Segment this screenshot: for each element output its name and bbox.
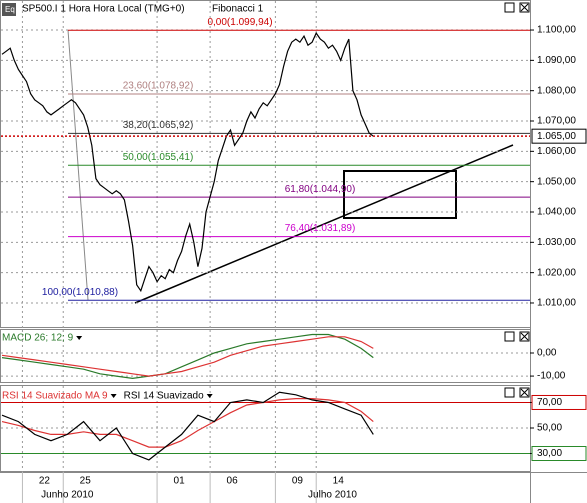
close-glyph (520, 3, 529, 12)
current-price-label: 1.065,00 (537, 131, 576, 142)
series-line (1, 333, 374, 380)
icon-glyph: Eq (5, 5, 15, 14)
fibonacci-label: 100,00(1.010,88) (42, 287, 118, 298)
y-tick-label: -10,00 (537, 371, 566, 382)
x-tick-label: 22 (39, 476, 51, 487)
close-glyph (520, 332, 529, 341)
series-line (1, 31, 374, 293)
y-tick-label: 1.030,00 (537, 237, 576, 248)
y-tick-label: 70,00 (537, 397, 562, 408)
y-tick-label: 1.050,00 (537, 176, 576, 187)
symbol-icon[interactable] (2, 3, 16, 16)
x-tick-label: 06 (227, 476, 239, 487)
dropdown (110, 394, 117, 398)
y-tick-label: 30,00 (537, 448, 562, 459)
close-glyph (520, 388, 529, 397)
x-tick-label: 01 (174, 476, 186, 487)
x-tick-label: 09 (292, 476, 304, 487)
panel-title: MACD 26; 12; 9 (2, 333, 74, 344)
fibonacci-label: 76,40(1.031,89) (285, 223, 356, 234)
y-tick-label: 1.010,00 (537, 298, 576, 309)
rectangle-drawing (343, 170, 457, 219)
month-label: Junho 2010 (41, 490, 94, 501)
current-price-box (531, 128, 587, 144)
y-tick-label: 1.020,00 (537, 267, 576, 278)
y-tick-label: 1.080,00 (537, 85, 576, 96)
fibonacci-label: 61,80(1.044,90) (285, 184, 356, 195)
month-label: Julho 2010 (308, 490, 357, 501)
maximize-button[interactable] (504, 331, 515, 342)
legend-entry: RSI 14 Suavizado MA 9 (2, 391, 108, 402)
series-line (1, 398, 374, 448)
dropdown (76, 336, 83, 340)
y-tick-label: 1.090,00 (537, 55, 576, 66)
fibonacci-label: 38,20(1.065,92) (123, 120, 194, 131)
y-tick-label: 50,00 (537, 423, 562, 434)
y-tick-label: 1.070,00 (537, 116, 576, 127)
maximize-button[interactable] (504, 2, 515, 13)
series-line (1, 391, 374, 461)
panel-subtitle: Fibonacci 1 (212, 4, 264, 15)
fibonacci-label: 23,60(1.078,92) (123, 81, 194, 92)
x-tick-label: 25 (80, 476, 92, 487)
y-tick-label: 1.100,00 (537, 25, 576, 36)
x-tick-label: 14 (333, 476, 345, 487)
fibonacci-label: 0,00(1.099,94) (207, 17, 272, 28)
y-tick-label: 1.060,00 (537, 146, 576, 157)
level-box (531, 394, 587, 410)
dropdown (206, 394, 213, 398)
y-tick-label: 0,00 (537, 348, 557, 359)
level-box (531, 446, 587, 462)
maximize-button[interactable] (504, 387, 515, 398)
y-tick-label: 1.040,00 (537, 207, 576, 218)
panel-title: SP500.I 1 Hora Hora Local (TMG+0) (22, 4, 185, 15)
series-line (1, 336, 374, 377)
legend-entry: RSI 14 Suavizado (124, 391, 204, 402)
fibonacci-label: 50,00(1.055,41) (123, 152, 194, 163)
